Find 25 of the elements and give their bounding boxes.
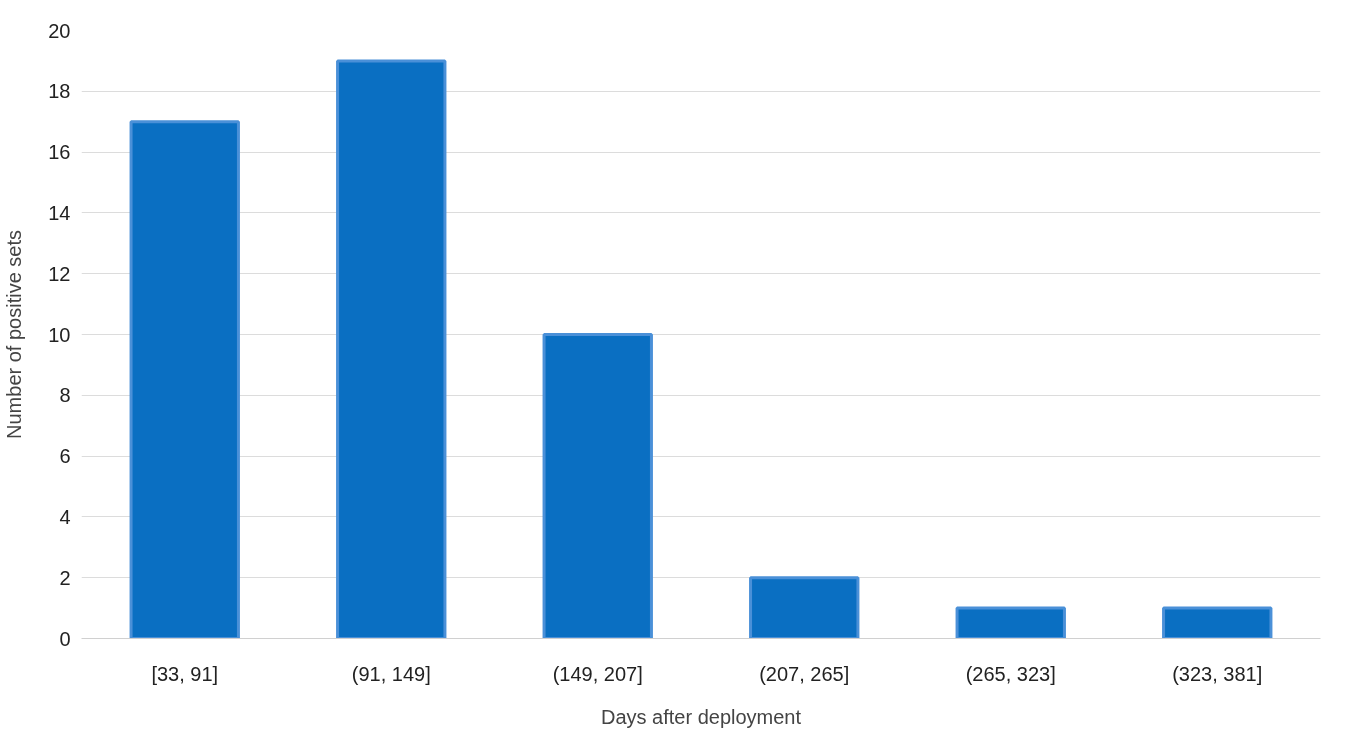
x-tick-label: (91, 149] [351,662,431,685]
x-tick-label: (323, 381] [1172,662,1263,685]
y-tick-label: 4 [59,505,71,528]
x-tick-label: (149, 207] [552,662,643,685]
x-axis-title: Days after deployment [600,705,802,728]
bar [955,606,1066,639]
x-tick-label: (207, 265] [759,662,850,685]
x-tick-label: (265, 323] [965,662,1056,685]
bar [542,333,653,639]
y-tick-label: 6 [59,445,71,468]
x-tick-label: [33, 91] [151,662,219,685]
bar [336,59,447,639]
y-tick-label: 14 [48,201,71,224]
y-tick-label: 20 [48,19,71,42]
y-axis-title: Number of positive sets [3,230,26,439]
y-tick-label: 16 [48,141,71,164]
bar [749,576,860,639]
bar [129,120,240,639]
y-tick-label: 12 [48,262,71,285]
y-tick-label: 10 [48,323,71,346]
y-tick-label: 0 [59,627,71,650]
y-tick-label: 8 [59,384,71,407]
y-tick-label: 2 [59,566,71,589]
y-tick-label: 18 [48,80,71,103]
bar [1162,606,1273,639]
